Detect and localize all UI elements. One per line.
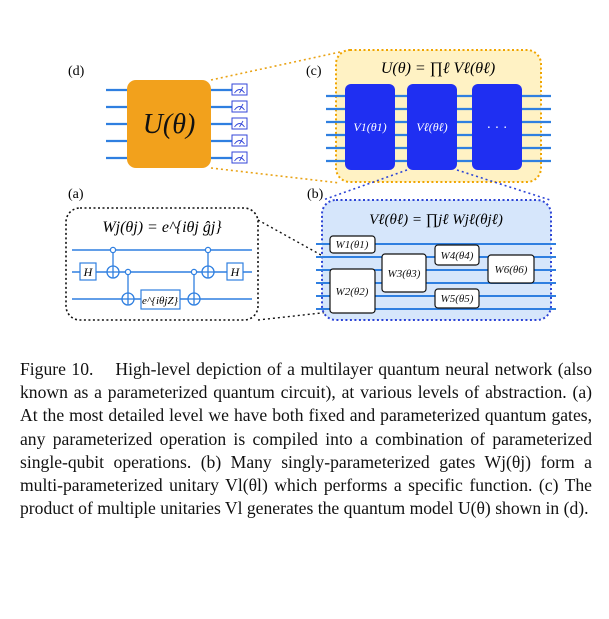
caption-label: Figure 10. [20, 359, 94, 379]
u-theta-gate [127, 80, 211, 168]
w2-gate-label: W2(θ2) [336, 286, 369, 298]
w6-gate-label: W6(θ6) [495, 264, 528, 276]
measurement-meters [231, 83, 248, 164]
vdots-block [472, 84, 522, 170]
v1-block-label: V1(θ1) [353, 120, 386, 134]
panel-c-label: (c) [306, 64, 322, 79]
panel-d: (d) U(θ) [68, 64, 248, 168]
vl-block-label: Vℓ(θℓ) [416, 120, 447, 134]
panel-a: (a) Wj(θj) = e^{iθj ĝj} H [65, 187, 259, 321]
vl-block [407, 84, 457, 170]
w4-gate-label: W4(θ4) [441, 250, 474, 262]
w-gates [329, 235, 535, 314]
panel-c-title: U(θ) = ∏ℓ Vℓ(θℓ) [381, 60, 495, 77]
panel-c: (c) U(θ) = ∏ℓ Vℓ(θℓ) V1(θ1) Vℓ(θℓ) · · · [306, 49, 551, 183]
rz-gate [140, 289, 181, 310]
w5-gate-label: W5(θ5) [441, 293, 474, 305]
panel-d-label: (d) [68, 64, 85, 79]
panel-b-label: (b) [307, 187, 324, 202]
w6-gate [487, 254, 535, 284]
panel-a-label: (a) [68, 187, 84, 202]
w1-gate-label: W1(θ1) [336, 239, 369, 251]
panel-a-cnots [106, 246, 215, 306]
h-gate-right [226, 262, 244, 281]
vdots-block-label: · · · [487, 121, 508, 136]
h-gate-right-label: H [230, 265, 241, 279]
panel-b-title: Vℓ(θℓ) = ∏jℓ Wjℓ(θjℓ) [369, 212, 503, 228]
w4-gate [434, 244, 480, 266]
figure-diagram: (d) U(θ) (c) U(θ) = ∏ℓ Vℓ(θℓ) [65, 49, 556, 321]
h-gate-left [79, 262, 97, 281]
panel-b: (b) Vℓ(θℓ) = ∏jℓ Wjℓ(θjℓ) W1(θ1) W2(θ2) … [307, 187, 556, 321]
connector-d-c [210, 51, 341, 184]
caption-text: High-level depiction of a multilayer qua… [20, 359, 592, 519]
connector-a-b [257, 219, 331, 321]
panel-a-box [65, 207, 259, 321]
connector-c-b [322, 169, 551, 201]
w1-gate [329, 235, 376, 254]
w5-gate [434, 288, 480, 309]
u-theta-gate-label: U(θ) [143, 109, 196, 140]
panel-a-title: Wj(θj) = e^{iθj ĝj} [102, 219, 222, 236]
v1-block [345, 84, 395, 170]
figure-caption: Figure 10. High-level depiction of a mult… [20, 358, 592, 520]
h-gate-left-label: H [83, 265, 94, 279]
w3-gate [381, 253, 427, 293]
w2-gate [329, 268, 376, 314]
rz-gate-label: e^{iθjZ} [142, 295, 179, 307]
w3-gate-label: W3(θ3) [388, 268, 421, 280]
